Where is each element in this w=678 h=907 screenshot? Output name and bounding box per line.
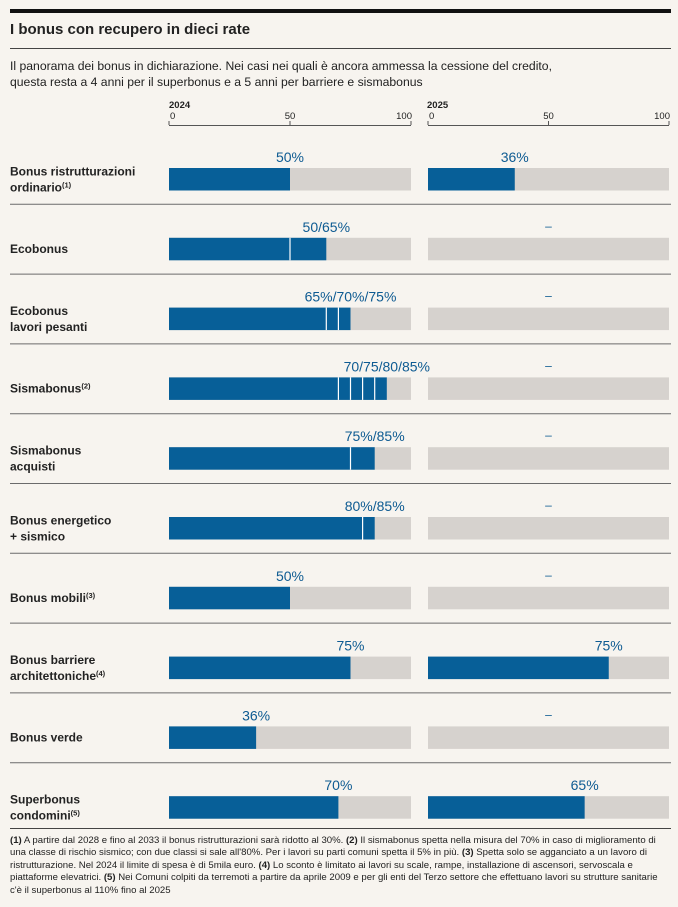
category-label: acquisti xyxy=(10,459,55,473)
bar-track xyxy=(428,517,669,540)
footnote-text: Il sismabonus spetta nella misura del 70… xyxy=(10,835,656,859)
data-label-2024: 80%/85% xyxy=(345,498,405,514)
data-label-2024: 36% xyxy=(242,707,270,723)
bar-chart: 0 50 100 0 50 100 Bonus ristrutturazioni ordina… xyxy=(10,111,671,822)
category-footnote-ref: (2) xyxy=(81,382,91,391)
data-label-2024: 50% xyxy=(276,149,304,165)
category-label: architettoniche(4) xyxy=(10,669,106,683)
tick-label: 50 xyxy=(543,111,554,122)
bar-track xyxy=(428,586,669,610)
data-label-2025: – xyxy=(545,568,552,582)
data-label-2025: – xyxy=(545,498,552,512)
data-label-2025: – xyxy=(545,219,552,233)
bar-2024 xyxy=(169,586,290,610)
footnote-text: Lo sconto è limitato ai lavori su scale,… xyxy=(10,859,633,884)
footnote-text: A partire dal 2028 e fino al 2033 il bon… xyxy=(21,835,346,846)
panel-year-2025: 2025 xyxy=(427,100,449,111)
tick-label: 0 xyxy=(170,111,175,122)
tick-label: 50 xyxy=(285,111,296,122)
category-label: Bonus ristrutturazioni xyxy=(10,164,135,178)
bar-2024 xyxy=(169,517,375,540)
bar-2025 xyxy=(428,796,585,819)
data-label-2024: 50% xyxy=(276,568,304,584)
category-label: Sismabonus(2) xyxy=(10,382,91,396)
footnote-number: (4) xyxy=(258,859,271,871)
data-label-2024: 70/75/80/85% xyxy=(344,358,430,374)
category-label: Ecobonus xyxy=(10,304,68,318)
category-footnote-ref: (3) xyxy=(86,591,96,600)
category-label: Bonus mobili(3) xyxy=(10,591,96,605)
data-label-2025: 36% xyxy=(501,149,529,165)
data-label-2024: 70% xyxy=(324,777,352,793)
bar-2024 xyxy=(169,726,257,749)
chart-subtitle: Il panorama dei bonus in dichiarazione. … xyxy=(10,58,670,90)
top-rule xyxy=(10,9,671,13)
data-label-2025: 65% xyxy=(571,777,599,793)
title-divider xyxy=(10,48,671,49)
panel-year-2024: 2024 xyxy=(169,100,191,111)
tick-label: 100 xyxy=(396,111,412,122)
data-label-2024: 75%/85% xyxy=(345,428,405,444)
tick-label: 0 xyxy=(429,111,434,122)
bar-track xyxy=(428,307,669,331)
bar-2024 xyxy=(169,237,327,261)
bar-track xyxy=(428,447,669,470)
data-label-2025: – xyxy=(545,289,552,303)
data-label-2025: – xyxy=(545,358,552,372)
chart-title: I bonus con recupero in dieci rate xyxy=(10,21,251,38)
bar-2024 xyxy=(169,168,290,191)
footnotes-divider xyxy=(10,828,671,829)
bar-2025 xyxy=(428,168,515,191)
footnote-number: (3) xyxy=(461,847,474,859)
footnote-number: (2) xyxy=(345,835,358,846)
category-label: Superbonus xyxy=(10,792,80,806)
bar-track xyxy=(428,377,669,400)
category-label: Bonus verde xyxy=(10,731,83,745)
category-label: Bonus barriere xyxy=(10,653,96,667)
footnote-number: (5) xyxy=(103,872,116,884)
data-label-2024: 65%/70%/75% xyxy=(305,289,397,305)
data-label-2024: 75% xyxy=(336,638,364,654)
subtitle-line-2: questa resta a 4 anni per il superbonus … xyxy=(10,75,423,89)
bar-track xyxy=(428,726,669,749)
footnote-text: Nei Comuni colpiti da terremoti a partir… xyxy=(10,872,658,896)
bar-2024 xyxy=(169,307,351,331)
category-label: condomini(5) xyxy=(10,808,80,822)
category-label: + sismico xyxy=(10,529,65,543)
category-footnote-ref: (1) xyxy=(62,180,72,189)
bar-2024 xyxy=(169,656,351,680)
data-label-2024: 50/65% xyxy=(303,219,350,235)
footnotes: (1) A partire dal 2028 e fino al 2033 il… xyxy=(10,835,670,897)
category-label: lavori pesanti xyxy=(10,320,87,334)
tick-label: 100 xyxy=(654,111,670,122)
category-label: Ecobonus xyxy=(10,242,68,256)
subtitle-line-1: Il panorama dei bonus in dichiarazione. … xyxy=(10,59,552,73)
data-label-2025: – xyxy=(545,707,552,721)
bar-2024 xyxy=(169,447,375,470)
data-label-2025: 75% xyxy=(595,638,623,654)
bar-track xyxy=(428,237,669,261)
footnote-text: Spetta solo se agganciato a un lavoro di… xyxy=(10,847,647,871)
category-label: Bonus energetico xyxy=(10,513,111,527)
category-label: Sismabonus xyxy=(10,443,82,457)
category-footnote-ref: (4) xyxy=(96,669,106,678)
bar-2024 xyxy=(169,796,339,819)
bar-2025 xyxy=(428,656,609,680)
footnotes-text: (1) A partire dal 2028 e fino al 2033 il… xyxy=(10,835,670,897)
footnote-number: (1) xyxy=(10,835,22,846)
bar-2024 xyxy=(169,377,387,400)
category-footnote-ref: (5) xyxy=(71,808,81,817)
category-label: ordinario(1) xyxy=(10,180,72,194)
data-label-2025: – xyxy=(545,428,552,442)
